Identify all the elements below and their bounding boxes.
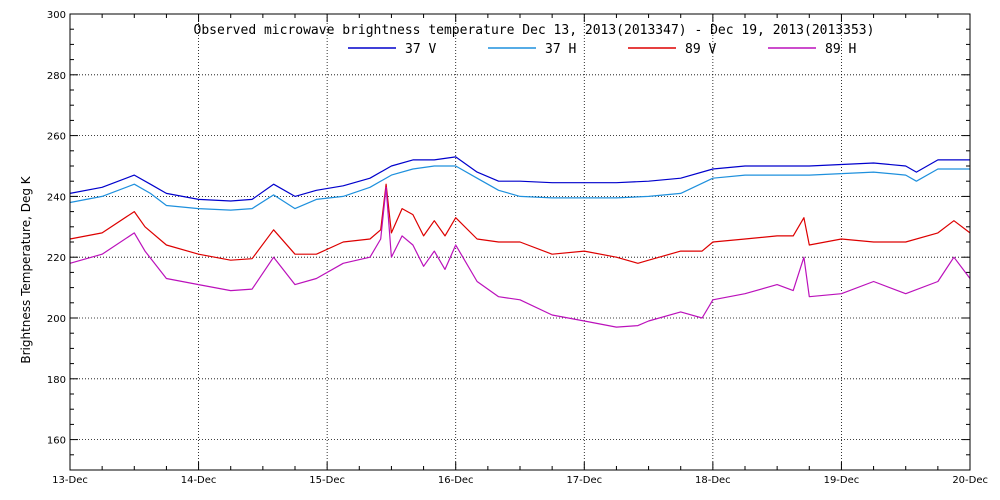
x-tick-label: 17-Dec	[566, 475, 602, 486]
y-tick-label: 180	[47, 375, 66, 386]
x-tick-label: 18-Dec	[695, 475, 731, 486]
y-tick-label: 280	[47, 71, 66, 82]
x-tick-label: 14-Dec	[181, 475, 217, 486]
axis-ticks	[69, 13, 971, 471]
x-tick-label: 13-Dec	[52, 475, 88, 486]
series-line-37-v	[69, 156, 970, 202]
series-line-37-h	[69, 165, 970, 211]
y-tick-label: 300	[47, 10, 66, 21]
legend-label: 37 V	[405, 42, 436, 57]
legend-label: 89 H	[825, 42, 856, 57]
y-tick-label: 220	[47, 253, 66, 264]
y-tick-label: 240	[47, 192, 66, 203]
series-line-89-h	[69, 186, 971, 328]
legend-label: 89 V	[685, 42, 716, 57]
y-tick-label: 260	[47, 132, 66, 143]
chart-title: Observed microwave brightness temperatur…	[194, 23, 875, 38]
x-tick-label: 20-Dec	[952, 475, 988, 486]
plot-frame	[69, 13, 971, 471]
x-tick-label: 16-Dec	[438, 475, 474, 486]
x-tick-label: 19-Dec	[824, 475, 860, 486]
legend: 37 V 37 H 89 V 89 H	[348, 42, 856, 57]
series-line-89-v	[69, 183, 971, 264]
legend-label: 37 H	[545, 42, 576, 57]
y-tick-label: 200	[47, 314, 66, 325]
x-tick-label: 15-Dec	[309, 475, 345, 486]
y-tick-labels: 160 180 200 220 240 260 280 300	[47, 10, 66, 447]
x-tick-labels: 13-Dec 14-Dec 15-Dec 16-Dec 17-Dec 18-Dec 19-D…	[52, 475, 988, 486]
series-lines	[69, 156, 971, 328]
y-axis-label: Brightness Temperature, Deg K	[19, 175, 33, 363]
y-tick-label: 160	[47, 436, 66, 447]
